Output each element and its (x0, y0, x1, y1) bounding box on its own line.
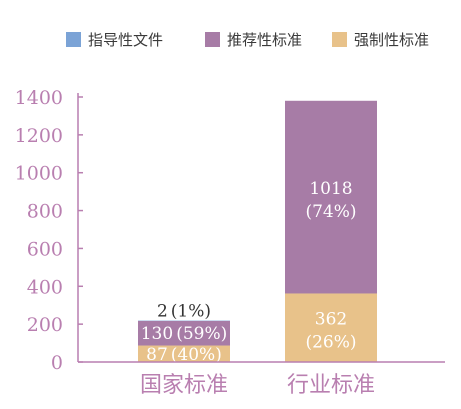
legend-item: 强制性标准 (332, 31, 429, 49)
y-tick-label: 0 (51, 352, 63, 374)
data-label-value: 2 (157, 302, 168, 322)
bar-segment (285, 100, 377, 294)
data-label: 87 (40%) (146, 345, 222, 365)
data-label-value: 362 (315, 310, 347, 330)
bar-segment (138, 345, 230, 362)
legend-label: 推荐性标准 (227, 31, 302, 49)
data-label: 130 (59%) (141, 324, 228, 344)
y-tick-label: 200 (27, 314, 63, 336)
y-tick-label: 400 (27, 276, 63, 298)
data-label-percent: (40%) (171, 345, 222, 365)
bars: 87 (40%)130 (59%)2 (1%) 362(26%)1018(74%) (138, 100, 377, 365)
legend-label: 强制性标准 (354, 31, 429, 49)
data-label-value: 130 (141, 324, 173, 344)
y-axis: 0 200 400 600 800 1000 1200 1400 (15, 87, 83, 374)
data-label-percent: (26%) (305, 333, 356, 353)
legend-swatch (66, 32, 81, 47)
legend: 指导性文件 推荐性标准 强制性标准 (66, 31, 429, 49)
y-tick-label: 1000 (15, 163, 63, 185)
data-label-percent: (59%) (176, 324, 227, 344)
data-label: 2 (1%) (157, 302, 211, 322)
data-label-value: 87 (146, 345, 168, 365)
legend-label: 指导性文件 (88, 31, 163, 49)
bar-segment (285, 293, 377, 362)
legend-item: 指导性文件 (66, 31, 163, 49)
y-tick-label: 1200 (15, 125, 63, 147)
data-label-value: 1018 (309, 179, 352, 199)
y-tick-label: 1400 (15, 87, 63, 109)
data-label-percent: (74%) (305, 202, 356, 222)
y-tick-label: 800 (27, 201, 63, 223)
legend-item: 推荐性标准 (205, 31, 302, 49)
bar-segment (138, 320, 230, 346)
y-tick-label: 600 (27, 238, 63, 260)
legend-swatch (332, 32, 347, 47)
x-axis: 国家标准 行业标准 (78, 361, 445, 398)
legend-swatch (205, 32, 220, 47)
data-label-percent: (1%) (171, 302, 211, 322)
x-category-label: 行业标准 (287, 373, 375, 398)
x-category-label: 国家标准 (140, 373, 228, 398)
